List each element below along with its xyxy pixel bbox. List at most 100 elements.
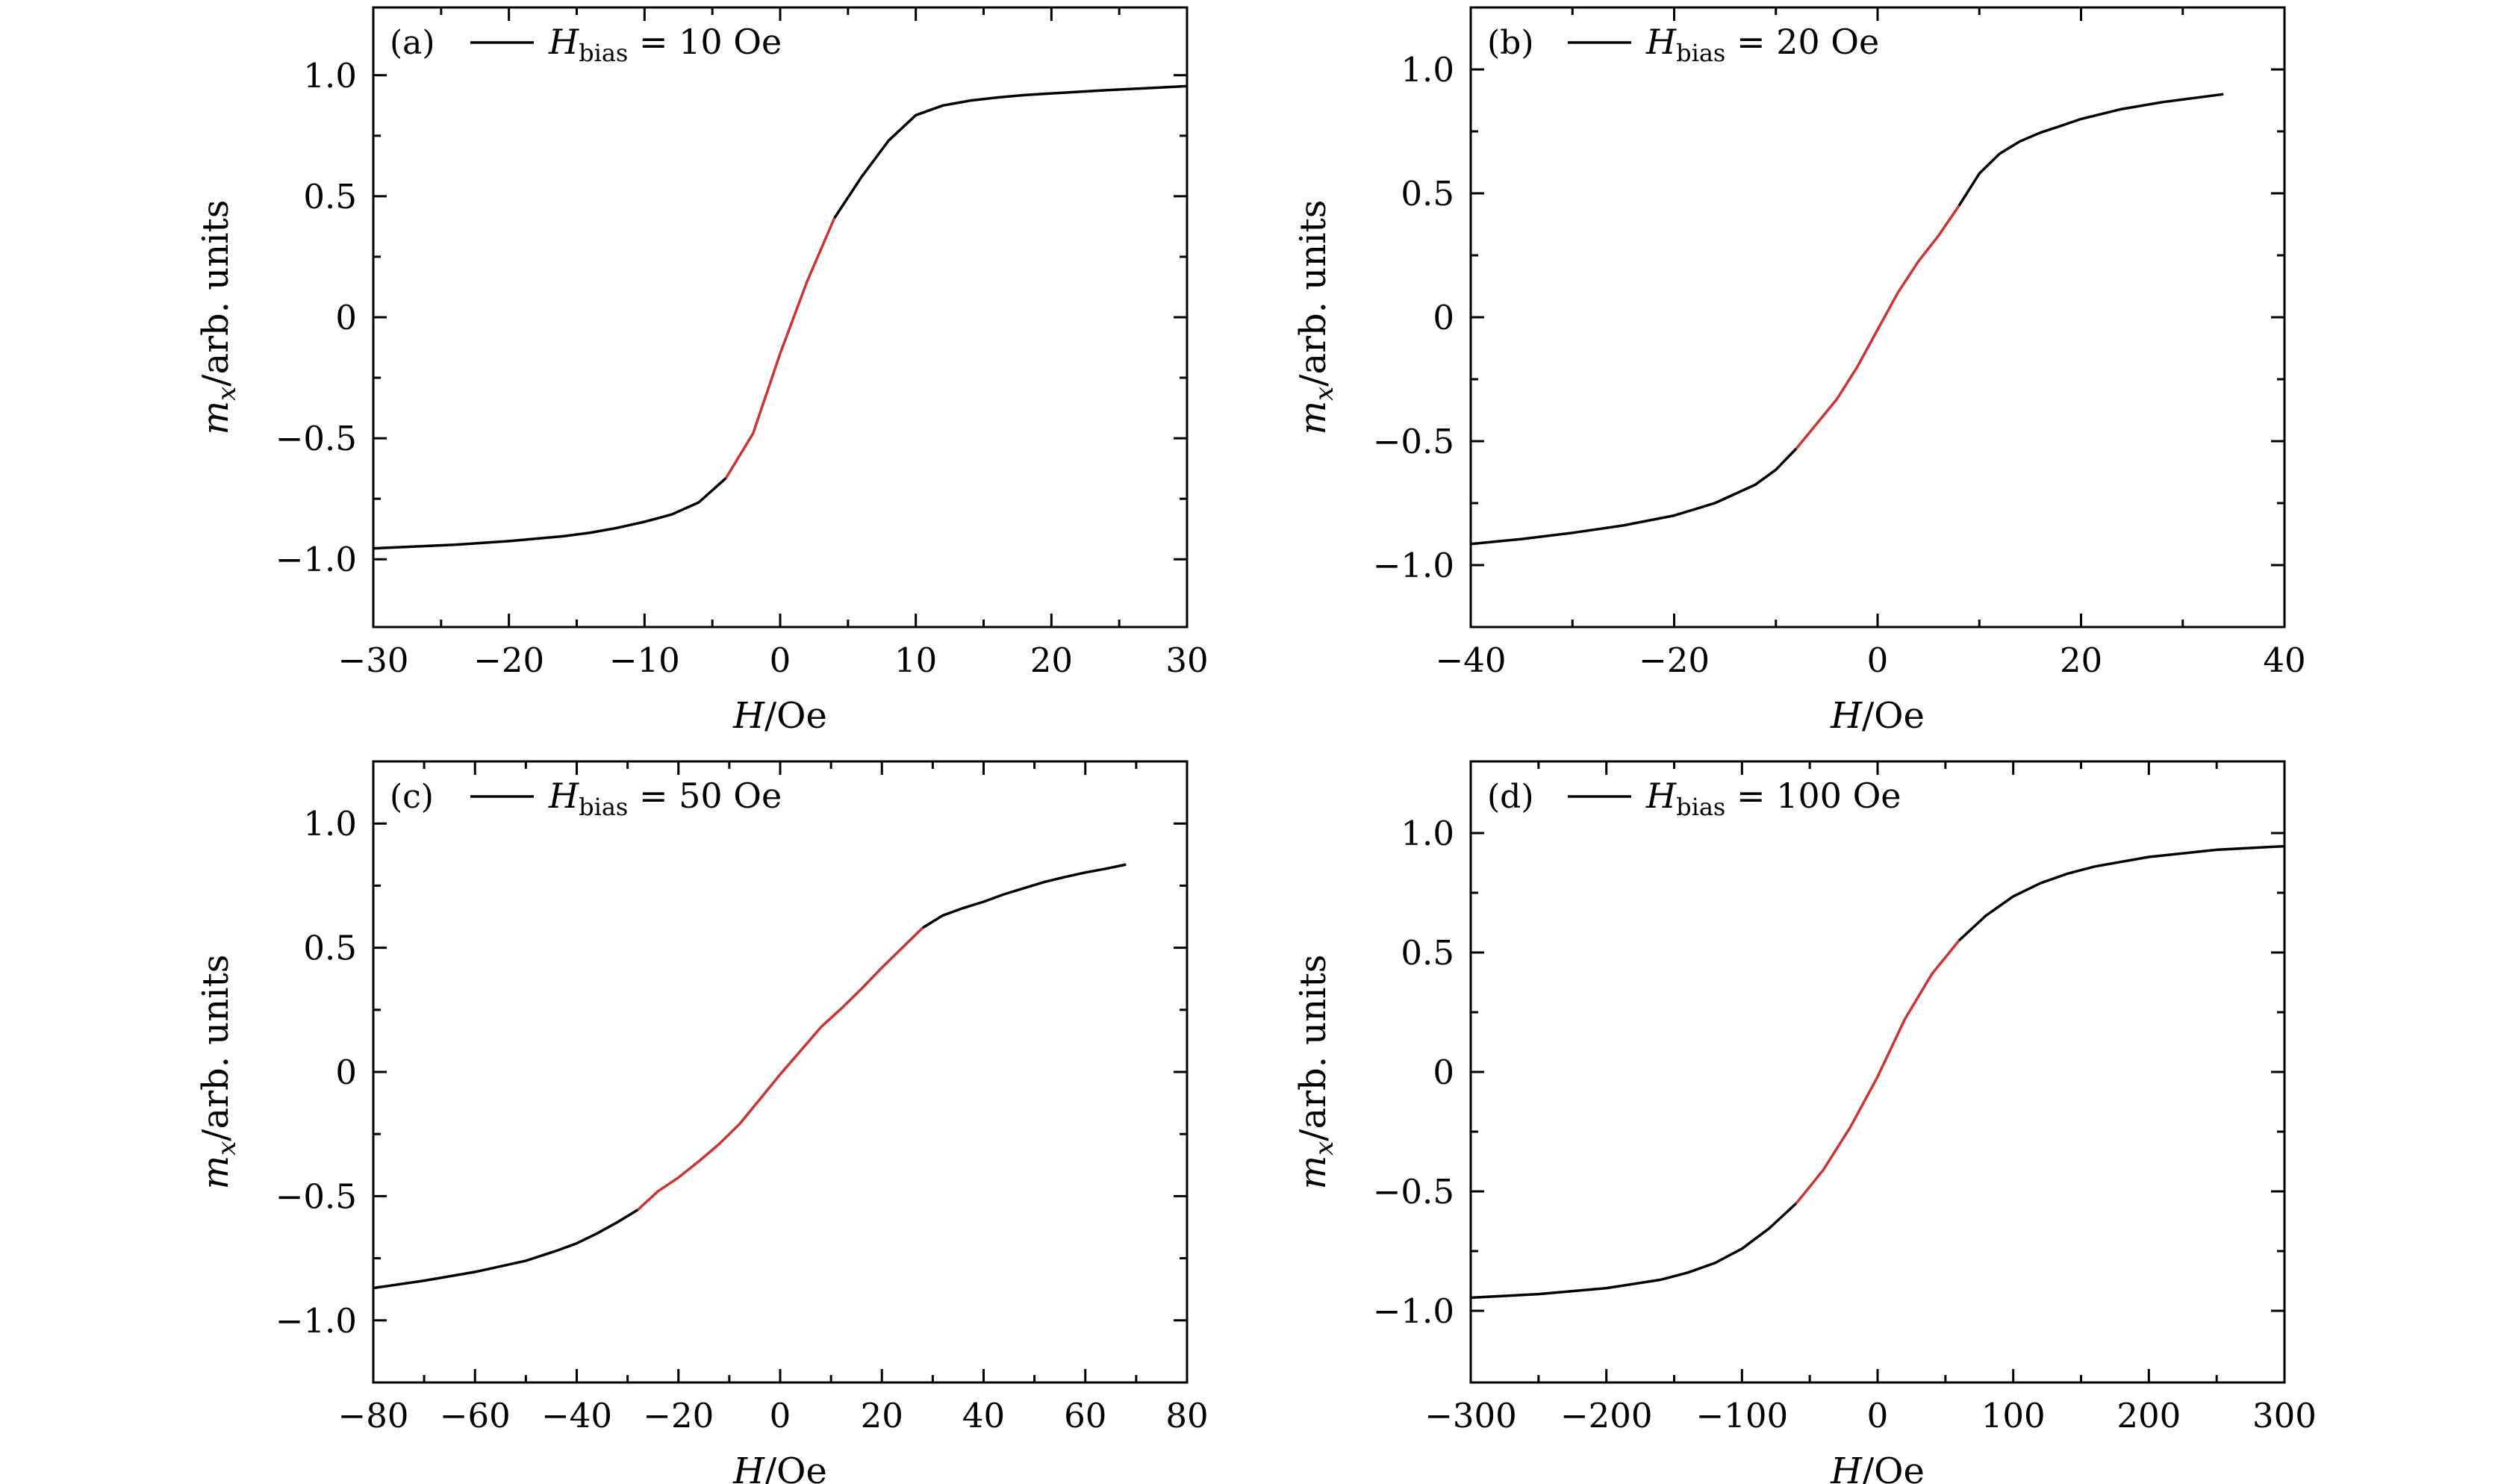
x-axis-label: H/Oe	[1830, 1450, 1925, 1484]
x-axis-var: H	[1830, 695, 1863, 737]
x-tick-label: 10	[894, 640, 937, 680]
legend-value: 10 Oe	[679, 22, 782, 62]
y-tick-label: 1.0	[303, 804, 357, 844]
linear-region-line	[1795, 939, 1960, 1205]
y-axis-sub: x	[212, 1141, 242, 1156]
x-axis-unit: /Oe	[764, 1450, 827, 1484]
y-tick-label: 0	[335, 1053, 357, 1092]
saturation-line	[373, 1209, 639, 1290]
y-axis-var: m	[195, 401, 237, 435]
saturation-line	[1957, 93, 2224, 207]
y-tick-label: −1.0	[1373, 546, 1454, 585]
y-axis-label: mx/arb. units	[195, 955, 242, 1190]
y-tick-label: −0.5	[275, 1176, 357, 1216]
y-axis-var: m	[195, 1156, 237, 1190]
y-tick-label: −1.0	[275, 1301, 357, 1341]
x-tick-label: 80	[1165, 1396, 1208, 1435]
y-axis-var: m	[1292, 401, 1334, 435]
x-tick-label: −60	[440, 1396, 511, 1435]
x-axis-label: H/Oe	[732, 1450, 827, 1484]
x-tick-label: 40	[962, 1396, 1005, 1435]
y-axis-unit: /arb. units	[1292, 200, 1334, 387]
chart-panel-b: −40 −20 0 20 40 −1.0 −0.5 0 0.5 1.0 H/Oe mx/arb. un…	[1292, 6, 2306, 737]
plot-frame	[1469, 6, 2286, 629]
y-axis-unit: /arb. units	[1292, 955, 1334, 1141]
y-tick-label: −0.5	[275, 419, 357, 458]
plot-frame	[372, 6, 1189, 629]
y-axis-var: m	[1292, 1156, 1334, 1190]
panel-tag: (b)	[1487, 24, 1534, 62]
saturation-line	[1957, 844, 2285, 942]
y-tick-label: −0.5	[1373, 1172, 1454, 1212]
legend-eq: =	[1725, 776, 1776, 816]
x-tick-label: −40	[541, 1396, 612, 1435]
x-tick-label: 300	[2252, 1396, 2317, 1435]
x-axis-unit: /Oe	[1862, 1450, 1925, 1484]
y-tick-label: 0.5	[1401, 174, 1454, 213]
y-tick-label: 1.0	[1401, 50, 1454, 90]
chart-panel-c: −80 −60 −40 −20 0 20 40 60 80 −1.0 −0.5 0 0.5 1.0 H/Oe…	[195, 760, 1209, 1484]
y-axis-label: mx/arb. units	[1292, 955, 1339, 1190]
legend-value: 20 Oe	[1776, 22, 1879, 62]
x-axis-label: H/Oe	[732, 695, 827, 737]
y-axis-sub: x	[1309, 1141, 1339, 1156]
panel-tag: (a)	[390, 24, 435, 62]
x-tick-label: −40	[1436, 640, 1507, 680]
x-tick-label: −100	[1696, 1396, 1789, 1435]
legend-value: 100 Oe	[1776, 776, 1901, 816]
x-axis-unit: /Oe	[1862, 695, 1925, 737]
y-tick-label: 1.0	[303, 56, 357, 96]
y-axis-unit: /arb. units	[195, 955, 237, 1141]
x-tick-label: 200	[2117, 1396, 2181, 1435]
chart-panel-d: −300 −200 −100 0 100 200 300 −1.0 −0.5 0 0.5 1.0 H/O…	[1292, 760, 2317, 1484]
x-tick-label: −80	[338, 1396, 409, 1435]
legend-label: Hbias = 10 Oe	[548, 22, 782, 67]
legend-sub: bias	[1676, 39, 1725, 67]
x-tick-label: 0	[1867, 1396, 1889, 1435]
x-tick-label: −20	[643, 1396, 714, 1435]
legend-var: H	[1645, 22, 1677, 62]
x-tick-label: 60	[1064, 1396, 1106, 1435]
x-tick-label: −300	[1424, 1396, 1517, 1435]
x-tick-label: 0	[770, 1396, 791, 1435]
panel-tag: (d)	[1487, 778, 1534, 816]
y-axis-label: mx/arb. units	[1292, 200, 1339, 435]
legend-var: H	[1645, 776, 1677, 816]
legend-eq: =	[1725, 22, 1776, 62]
y-tick-label: 1.0	[1401, 814, 1454, 853]
chart-panel-a: −30 −20 −10 0 10 20 30 −1.0 −0.5 0 0.5 1.0 H/Oe mx/ar…	[195, 6, 1209, 737]
legend-var: H	[548, 776, 579, 816]
x-tick-label: −10	[609, 640, 680, 680]
y-axis-sub: x	[1309, 387, 1339, 401]
saturation-line	[373, 477, 727, 550]
y-tick-label: 0	[335, 298, 357, 337]
legend-var: H	[548, 22, 579, 62]
x-tick-label: −20	[1639, 640, 1710, 680]
legend-label: Hbias = 50 Oe	[548, 776, 782, 821]
legend-sub: bias	[579, 793, 628, 821]
x-tick-label: −200	[1560, 1396, 1653, 1435]
y-tick-label: 0	[1433, 1053, 1454, 1092]
x-tick-label: 20	[1030, 640, 1073, 680]
x-tick-label: 40	[2263, 640, 2305, 680]
y-tick-label: 0	[1433, 298, 1454, 337]
y-tick-label: −1.0	[1373, 1291, 1454, 1331]
linear-region-line	[1795, 205, 1960, 450]
panel-tag: (c)	[390, 778, 434, 816]
x-tick-label: 30	[1165, 640, 1208, 680]
x-tick-label: 20	[2060, 640, 2102, 680]
linear-region-line	[724, 217, 836, 479]
x-axis-var: H	[732, 695, 765, 737]
saturation-line	[1470, 1202, 1798, 1300]
x-tick-label: 0	[1867, 640, 1889, 680]
y-tick-label: 0.5	[303, 929, 357, 968]
legend-label: Hbias = 100 Oe	[1645, 776, 1901, 821]
plot-frame	[372, 760, 1189, 1384]
x-tick-label: −20	[473, 640, 544, 680]
y-axis-sub: x	[212, 387, 242, 401]
legend-eq: =	[628, 22, 679, 62]
x-axis-label: H/Oe	[1830, 695, 1925, 737]
y-tick-label: 0.5	[1401, 933, 1454, 973]
linear-region-line	[637, 926, 924, 1211]
